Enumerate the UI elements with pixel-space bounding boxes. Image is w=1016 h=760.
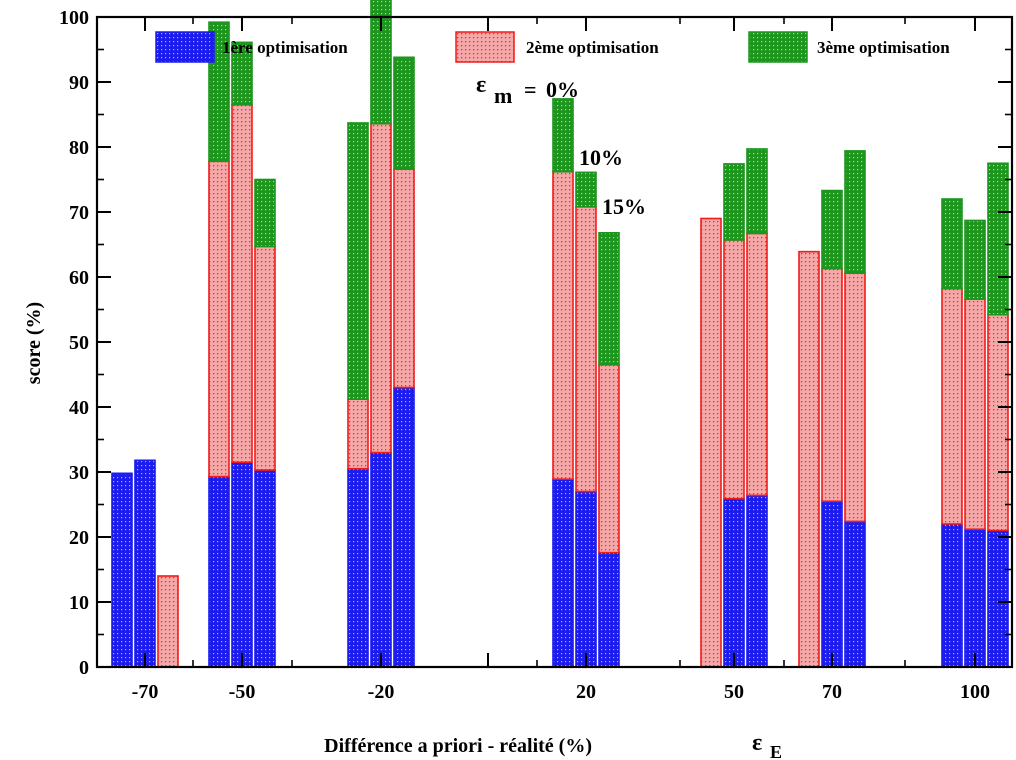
x-tick-label: -70: [132, 681, 159, 703]
y-tick-label: 30: [69, 462, 89, 484]
bar-segment-1-group-3-bar-2: [370, 451, 392, 668]
bar-segment-3-group-4-bar-1: [552, 98, 574, 173]
bar-segment-1-group-4-bar-3: [598, 551, 620, 668]
bar-segment-1-group-4-bar-1: [552, 478, 574, 668]
bars-layer: [111, 0, 1009, 668]
y-tick-label: 50: [69, 332, 89, 354]
y-tick-label: 90: [69, 72, 89, 94]
bar-segment-2-group-7-bar-2: [964, 298, 986, 531]
y-tick-label: 80: [69, 137, 89, 159]
bar-segment-2-group-6-bar-2: [821, 267, 843, 503]
legend-swatch-series-1: [155, 31, 215, 63]
bar-segment-3-group-6-bar-2: [821, 189, 843, 270]
y-tick-label: 40: [69, 397, 89, 419]
bar-segment-2-group-4-bar-2: [575, 206, 597, 493]
epsilon-m-annotation: ε m = 0% 10% 15%: [476, 72, 646, 219]
ticks-layer: 0 10 20 30 40 50 60 70 80 90 100 -70 -50 -20 20 50 70 100: [59, 7, 1012, 703]
bar-segment-1-group-1-bar-2: [134, 459, 156, 668]
bar-segment-2-group-2-bar-3: [254, 245, 276, 471]
bar-segment-2-group-5-bar-1: [700, 217, 722, 668]
x-tick-label: 70: [822, 681, 842, 703]
bar-segment-1-group-7-bar-3: [987, 529, 1009, 668]
bar-segment-2-group-2-bar-1: [208, 160, 230, 478]
y-tick-label: 0: [79, 657, 89, 679]
bar-segment-1-group-2-bar-1: [208, 475, 230, 668]
x-tick-label: -50: [229, 681, 256, 703]
x-tick-label: 100: [960, 681, 990, 703]
bar-segment-1-group-7-bar-2: [964, 528, 986, 668]
bar-segment-1-group-6-bar-3: [844, 520, 866, 668]
legend-swatch-series-2: [455, 31, 515, 63]
bar-segment-3-group-7-bar-1: [941, 198, 963, 290]
bar-segment-3-group-6-bar-3: [844, 150, 866, 274]
bar-segment-1-group-2-bar-3: [254, 469, 276, 668]
bar-segment-1-group-1-bar-1: [111, 472, 133, 668]
x-axis-label-symbol: ε: [752, 730, 762, 756]
bar-segment-1-group-2-bar-2: [231, 461, 253, 668]
legend: 1ère optimisation 2ème optimisation 3ème…: [155, 31, 950, 63]
bar-segment-2-group-3-bar-1: [347, 398, 369, 470]
bar-segment-2-group-3-bar-2: [370, 122, 392, 454]
x-axis-label-subscript: E: [770, 742, 782, 760]
x-tick-label: 50: [724, 681, 744, 703]
bar-segment-1-group-4-bar-2: [575, 490, 597, 668]
bar-segment-3-group-7-bar-2: [964, 219, 986, 300]
bar-segment-3-group-4-bar-2: [575, 171, 597, 208]
x-axis-label-text: Différence a priori - réalité (%): [324, 735, 592, 757]
epsilon-m-subscript: m: [494, 83, 512, 108]
epsilon-m-symbol: ε: [476, 72, 486, 98]
epsilon-m-level-0: 0%: [546, 77, 579, 102]
y-tick-label: 20: [69, 527, 89, 549]
bar-segment-3-group-4-bar-3: [598, 232, 620, 366]
legend-label-series-3: 3ème optimisation: [817, 38, 950, 57]
bar-segment-1-group-7-bar-1: [941, 523, 963, 668]
y-tick-label: 60: [69, 267, 89, 289]
bar-segment-2-group-4-bar-1: [552, 170, 574, 480]
y-tick-label: 100: [59, 7, 89, 29]
y-axis-label: score (%): [23, 302, 45, 384]
legend-swatch-series-3: [748, 31, 808, 63]
bar-segment-3-group-5-bar-3: [746, 148, 768, 235]
bar-segment-2-group-6-bar-3: [844, 272, 866, 523]
x-tick-label: -20: [368, 681, 395, 703]
bar-segment-1-group-5-bar-3: [746, 494, 768, 668]
y-tick-label: 70: [69, 202, 89, 224]
epsilon-m-level-2: 15%: [602, 194, 646, 219]
x-tick-label: 20: [576, 681, 596, 703]
legend-label-series-1: 1ère optimisation: [222, 38, 348, 57]
bar-segment-3-group-2-bar-2: [231, 41, 253, 106]
bar-segment-2-group-2-bar-2: [231, 103, 253, 464]
y-tick-label: 10: [69, 592, 89, 614]
bar-segment-2-group-7-bar-1: [941, 287, 963, 525]
bar-segment-1-group-5-bar-2: [723, 497, 745, 668]
bar-segment-3-group-3-bar-2: [370, 0, 392, 125]
bar-segment-3-group-5-bar-2: [723, 163, 745, 241]
bar-segment-2-group-3-bar-3: [393, 168, 415, 389]
bar-segment-2-group-1-bar-3: [157, 575, 179, 668]
bar-segment-3-group-2-bar-3: [254, 178, 276, 248]
bar-segment-2-group-4-bar-3: [598, 363, 620, 554]
bar-segment-2-group-6-bar-1: [798, 250, 820, 668]
bar-segment-3-group-3-bar-1: [347, 122, 369, 400]
bar-segment-1-group-3-bar-3: [393, 386, 415, 668]
legend-label-series-2: 2ème optimisation: [526, 38, 659, 57]
epsilon-m-equals: =: [524, 77, 537, 102]
epsilon-m-level-1: 10%: [579, 145, 623, 170]
bar-segment-1-group-6-bar-2: [821, 500, 843, 668]
bar-segment-2-group-5-bar-2: [723, 239, 745, 500]
bar-segment-3-group-3-bar-3: [393, 56, 415, 170]
bar-segment-1-group-3-bar-1: [347, 467, 369, 668]
bar-segment-2-group-5-bar-3: [746, 232, 768, 497]
x-axis-label: Différence a priori - réalité (%) ε E: [324, 730, 782, 760]
bar-segment-2-group-7-bar-3: [987, 313, 1009, 532]
bar-segment-3-group-7-bar-3: [987, 162, 1009, 316]
